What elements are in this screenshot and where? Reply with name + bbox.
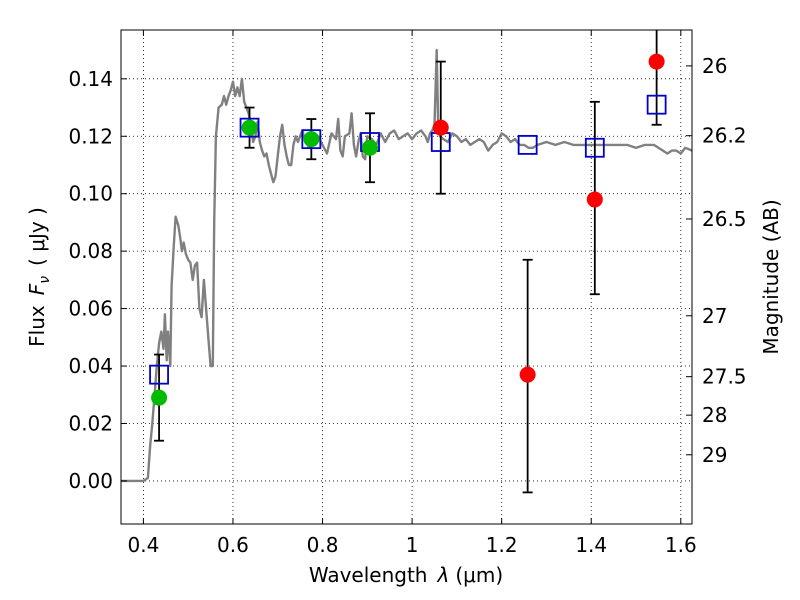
detection-point bbox=[362, 139, 379, 156]
x-axis-label: Wavelength λ (μm) bbox=[309, 563, 503, 587]
x-tick-label: 0.6 bbox=[217, 533, 249, 557]
y2-tick-label: 29 bbox=[702, 443, 727, 467]
y-tick-label: 0.14 bbox=[68, 67, 113, 91]
model-flux-marker bbox=[517, 134, 538, 155]
x-tick-label: 1.4 bbox=[575, 533, 607, 557]
y-tick-label: 0.12 bbox=[68, 124, 113, 148]
y-tick-label: 0.00 bbox=[68, 469, 113, 493]
y2-axis-label: Magnitude (AB) bbox=[759, 199, 783, 354]
nir-point bbox=[432, 119, 449, 136]
data-layer bbox=[121, 30, 692, 494]
y-tick-label: 0.02 bbox=[68, 411, 113, 435]
nir-point bbox=[519, 366, 536, 383]
y2-tick-label: 26 bbox=[702, 54, 727, 78]
plot-area bbox=[121, 30, 692, 494]
axis-labels: Wavelength λ (μm) FluxFν( μJy ) Magnitude … bbox=[25, 199, 783, 587]
model-flux-marker bbox=[301, 129, 322, 150]
nir-point bbox=[648, 53, 665, 70]
x-tick-label: 0.8 bbox=[307, 533, 339, 557]
model-flux-marker bbox=[646, 94, 667, 115]
detection-point bbox=[241, 119, 258, 136]
model-flux-marker bbox=[584, 137, 605, 158]
x-tick-label: 1 bbox=[406, 533, 419, 557]
y-tick-label: 0.06 bbox=[68, 297, 113, 321]
detection-point bbox=[303, 131, 320, 148]
y-tick-label: 0.10 bbox=[68, 182, 113, 206]
x-tick-label: 1.6 bbox=[665, 533, 697, 557]
model-flux-marker bbox=[239, 117, 260, 138]
model-spectrum-line bbox=[121, 48, 692, 483]
y2-tick-label: 28 bbox=[702, 403, 727, 427]
x-tick-label: 1.2 bbox=[486, 533, 518, 557]
y2-tick-label: 27 bbox=[702, 304, 727, 328]
model-flux-marker bbox=[149, 364, 169, 385]
nir-point bbox=[586, 191, 603, 208]
y2-tick-label: 26.5 bbox=[702, 207, 747, 231]
y2-tick-label: 26.2 bbox=[702, 124, 747, 148]
ticks: 0.4 0.6 0.8 1 1.2 1.4 1.6 0.00 0.02 0.04 0.06 0.08 0… bbox=[68, 30, 747, 557]
plot-frame bbox=[120, 29, 693, 525]
y2-tick-label: 27.5 bbox=[702, 365, 747, 389]
y-tick-label: 0.08 bbox=[68, 239, 113, 263]
x-tick-label: 0.4 bbox=[127, 533, 159, 557]
y-tick-label: 0.04 bbox=[68, 354, 113, 378]
detection-point bbox=[151, 389, 168, 406]
y-axis-label: FluxFν( μJy ) bbox=[25, 207, 53, 347]
